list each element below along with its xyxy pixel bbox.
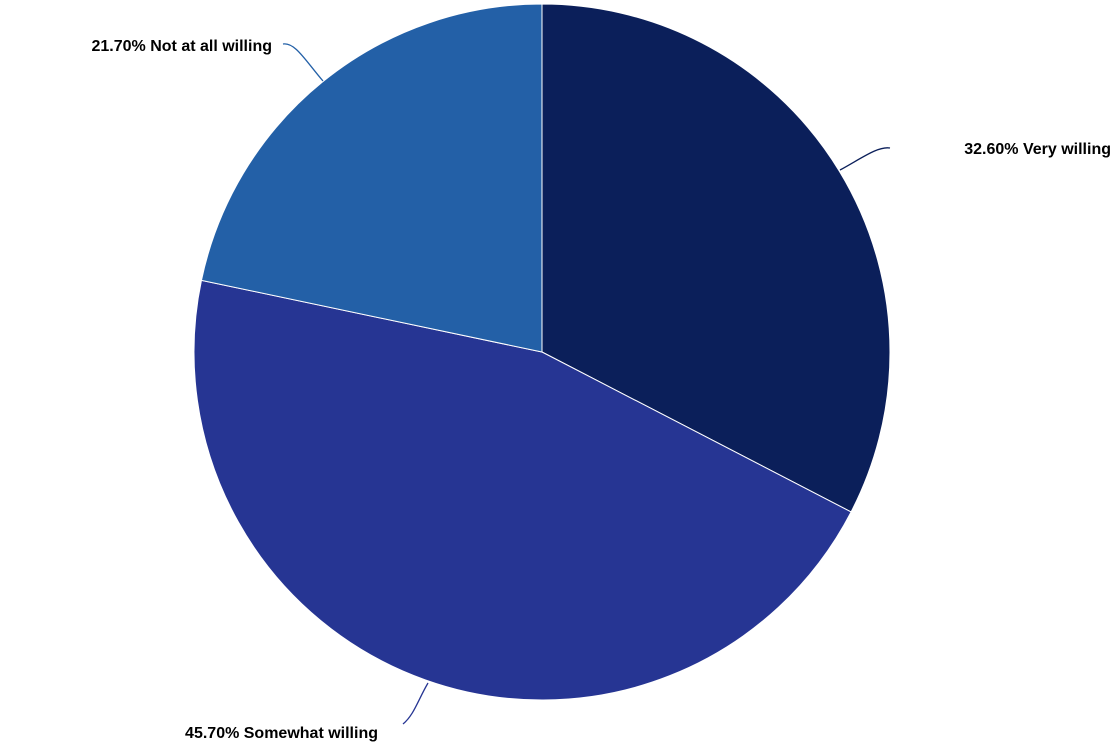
pie-slice-somewhat-willing [193, 279, 852, 701]
leader-line-somewhat-willing [402, 682, 429, 725]
slice-label-somewhat-willing: 45.70% Somewhat willing [185, 725, 378, 742]
pie-slice-very-willing [541, 3, 891, 513]
slice-label-not-at-all-willing: 21.70% Not at all willing [92, 38, 273, 55]
slices-layer [193, 3, 891, 701]
slice-label-very-willing: 32.60% Very willing [964, 141, 1111, 158]
slice-labels-layer: 32.60% Very willing 45.70% Somewhat willi… [92, 38, 1112, 742]
leader-lines-layer [282, 43, 891, 725]
leader-line-not-at-all-willing [282, 43, 324, 82]
pie-slice-not-at-all-willing [200, 3, 543, 353]
leader-line-very-willing [839, 147, 891, 171]
